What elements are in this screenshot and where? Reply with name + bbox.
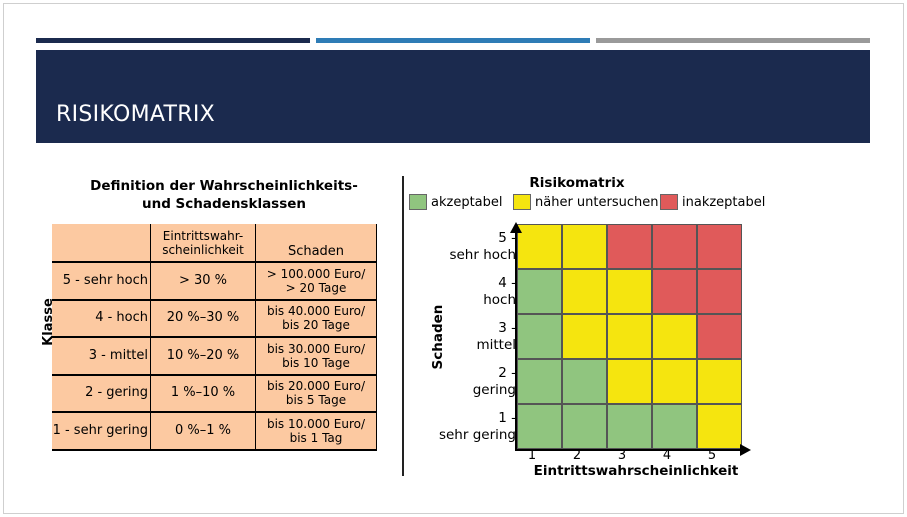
table-row-divider	[52, 448, 377, 451]
matrix-cell	[697, 359, 742, 404]
matrix-cell	[607, 359, 652, 404]
matrix-y-label: 1 - sehr gering	[438, 410, 516, 443]
matrix-x-tick: 3	[617, 448, 627, 463]
matrix-cell	[697, 314, 742, 359]
table-cell-damage: bis 30.000 Euro/ bis 10 Tage	[256, 337, 377, 375]
legend-swatch-red	[660, 194, 678, 210]
matrix-cell	[562, 359, 607, 404]
matrix-title: Risikomatrix	[529, 175, 625, 191]
matrix-cell	[652, 404, 697, 449]
matrix-y-label: 5 - sehr hoch	[449, 230, 516, 263]
matrix-cell	[697, 404, 742, 449]
table-cell-damage: bis 40.000 Euro/ bis 20 Tage	[256, 299, 377, 337]
table-row-divider	[52, 336, 377, 338]
legend-label: akzeptabel	[431, 194, 503, 210]
matrix-cell	[562, 269, 607, 314]
table-title-line-1: Definition der Wahrscheinlichkeits-	[90, 178, 358, 194]
table-cell-probability: 10 %–20 %	[151, 337, 256, 375]
table-cell-probability: 1 %–10 %	[151, 374, 256, 412]
legend-item-unacceptable: inakzeptabel	[660, 193, 765, 211]
matrix-cell	[562, 224, 607, 269]
table-cell-klasse: 1 - sehr gering	[52, 412, 151, 450]
table-cell-klasse: 5 - sehr hoch	[52, 262, 151, 300]
matrix-cell	[697, 224, 742, 269]
matrix-cell	[562, 404, 607, 449]
matrix-cell	[517, 314, 562, 359]
legend-item-investigate: näher untersuchen	[513, 193, 658, 211]
table-cell-klasse: 2 - gering	[52, 374, 151, 412]
legend-label: näher untersuchen	[535, 194, 659, 210]
legend-swatch-green	[409, 194, 427, 210]
matrix-x-tick: 4	[662, 448, 672, 463]
matrix-cell	[652, 359, 697, 404]
matrix-cell	[607, 314, 652, 359]
matrix-x-tick: 1	[527, 448, 537, 463]
table-row-divider	[52, 373, 377, 376]
matrix-y-label: 4 - hoch	[483, 275, 516, 308]
matrix-cell	[607, 269, 652, 314]
table-cell-probability: 20 %–30 %	[151, 299, 256, 337]
table-header-probability: Eintrittswahr- scheinlichkeit	[151, 224, 256, 262]
matrix-cell	[652, 269, 697, 314]
matrix-cell	[517, 359, 562, 404]
matrix-cell	[517, 269, 562, 314]
matrix-cell	[652, 314, 697, 359]
table-cell-probability: 0 %–1 %	[151, 412, 256, 450]
matrix-cell	[517, 224, 562, 269]
matrix-cell	[607, 404, 652, 449]
y-axis-arrow-icon	[510, 222, 522, 233]
matrix-cell	[697, 269, 742, 314]
matrix-cell	[517, 404, 562, 449]
legend-label: inakzeptabel	[682, 194, 766, 210]
x-axis-line	[515, 449, 741, 451]
table-title: Definition der Wahrscheinlichkeits- und …	[60, 177, 388, 213]
matrix-cell	[652, 224, 697, 269]
table-row-divider	[52, 261, 377, 263]
matrix-x-tick: 2	[572, 448, 582, 463]
slide-title: RISIKOMATRIX	[56, 102, 215, 127]
table-header-damage: Schaden	[256, 224, 377, 262]
y-axis-title: Schaden	[430, 304, 446, 370]
matrix-cell	[607, 224, 652, 269]
accent-bar-2	[316, 38, 590, 43]
section-divider	[402, 176, 404, 476]
matrix-cell	[562, 314, 607, 359]
x-axis-arrow-icon	[740, 444, 751, 456]
table-cell-probability: > 30 %	[151, 262, 256, 300]
matrix-y-label: 2 - gering	[472, 365, 516, 398]
table-cell-damage: bis 10.000 Euro/ bis 1 Tag	[256, 412, 377, 450]
table-row-divider	[52, 298, 377, 301]
y-axis-line	[515, 232, 517, 450]
x-axis-title: Eintrittswahrscheinlichkeit	[533, 463, 739, 479]
table-header-empty	[52, 224, 151, 262]
table-cell-damage: > 100.000 Euro/ > 20 Tage	[256, 262, 377, 300]
table-title-line-2: und Schadensklassen	[141, 196, 307, 212]
matrix-y-label: 3 - mittel	[476, 320, 516, 353]
matrix-x-tick: 5	[707, 448, 717, 463]
table-cell-damage: bis 20.000 Euro/ bis 5 Tage	[256, 374, 377, 412]
table-cell-klasse: 3 - mittel	[52, 337, 151, 375]
legend-item-acceptable: akzeptabel	[409, 193, 503, 211]
table-row-divider	[52, 411, 377, 413]
slide-header: RISIKOMATRIX	[36, 50, 870, 143]
legend-swatch-yellow	[513, 194, 531, 210]
table-cell-klasse: 4 - hoch	[52, 299, 151, 337]
accent-bar-1	[36, 38, 310, 43]
accent-bar-3	[596, 38, 870, 43]
